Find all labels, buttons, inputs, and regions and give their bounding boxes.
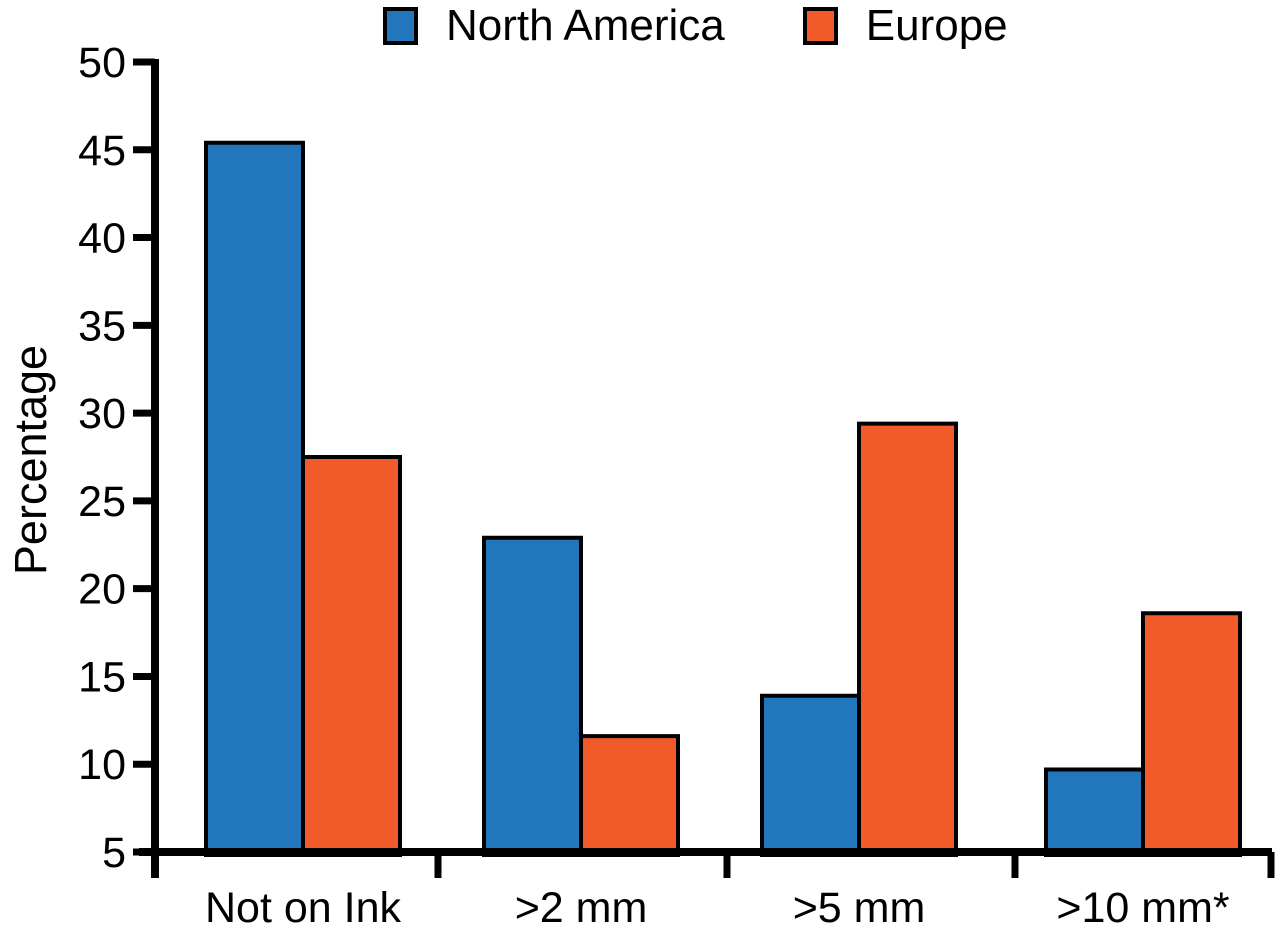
x-tick-label: >10 mm* [1056,884,1230,932]
y-tick-label: 35 [78,302,126,350]
bar [1044,767,1145,857]
bar [301,455,402,857]
x-tick-label: Not on Ink [205,884,401,932]
chart-legend: North America Europe [383,4,1008,48]
bar [482,535,583,857]
legend-item-europe: Europe [802,1,1008,50]
x-tick-label: >2 mm [515,884,648,932]
x-tick-label: >5 mm [793,884,926,932]
legend-item-north-america: North America [383,4,725,48]
bar [579,734,680,858]
y-tick-label: 50 [78,39,126,87]
y-tick-label: 40 [78,215,126,263]
y-axis-title: Percentage [5,344,56,576]
europe-swatch-icon [802,7,838,45]
y-tick-label: 25 [78,478,126,526]
bar [1141,611,1242,857]
bar [760,693,861,857]
y-tick-label: 45 [78,127,126,175]
bar [204,140,305,857]
bar [857,421,958,857]
legend-label: Europe [865,1,1008,50]
y-tick-label: 5 [102,829,126,877]
y-tick-label: 10 [78,741,126,789]
y-tick-label: 20 [78,566,126,614]
y-tick-label: 30 [78,390,126,438]
y-tick-label: 15 [78,653,126,701]
north-america-swatch-icon [383,7,418,45]
legend-label: North America [446,1,725,50]
